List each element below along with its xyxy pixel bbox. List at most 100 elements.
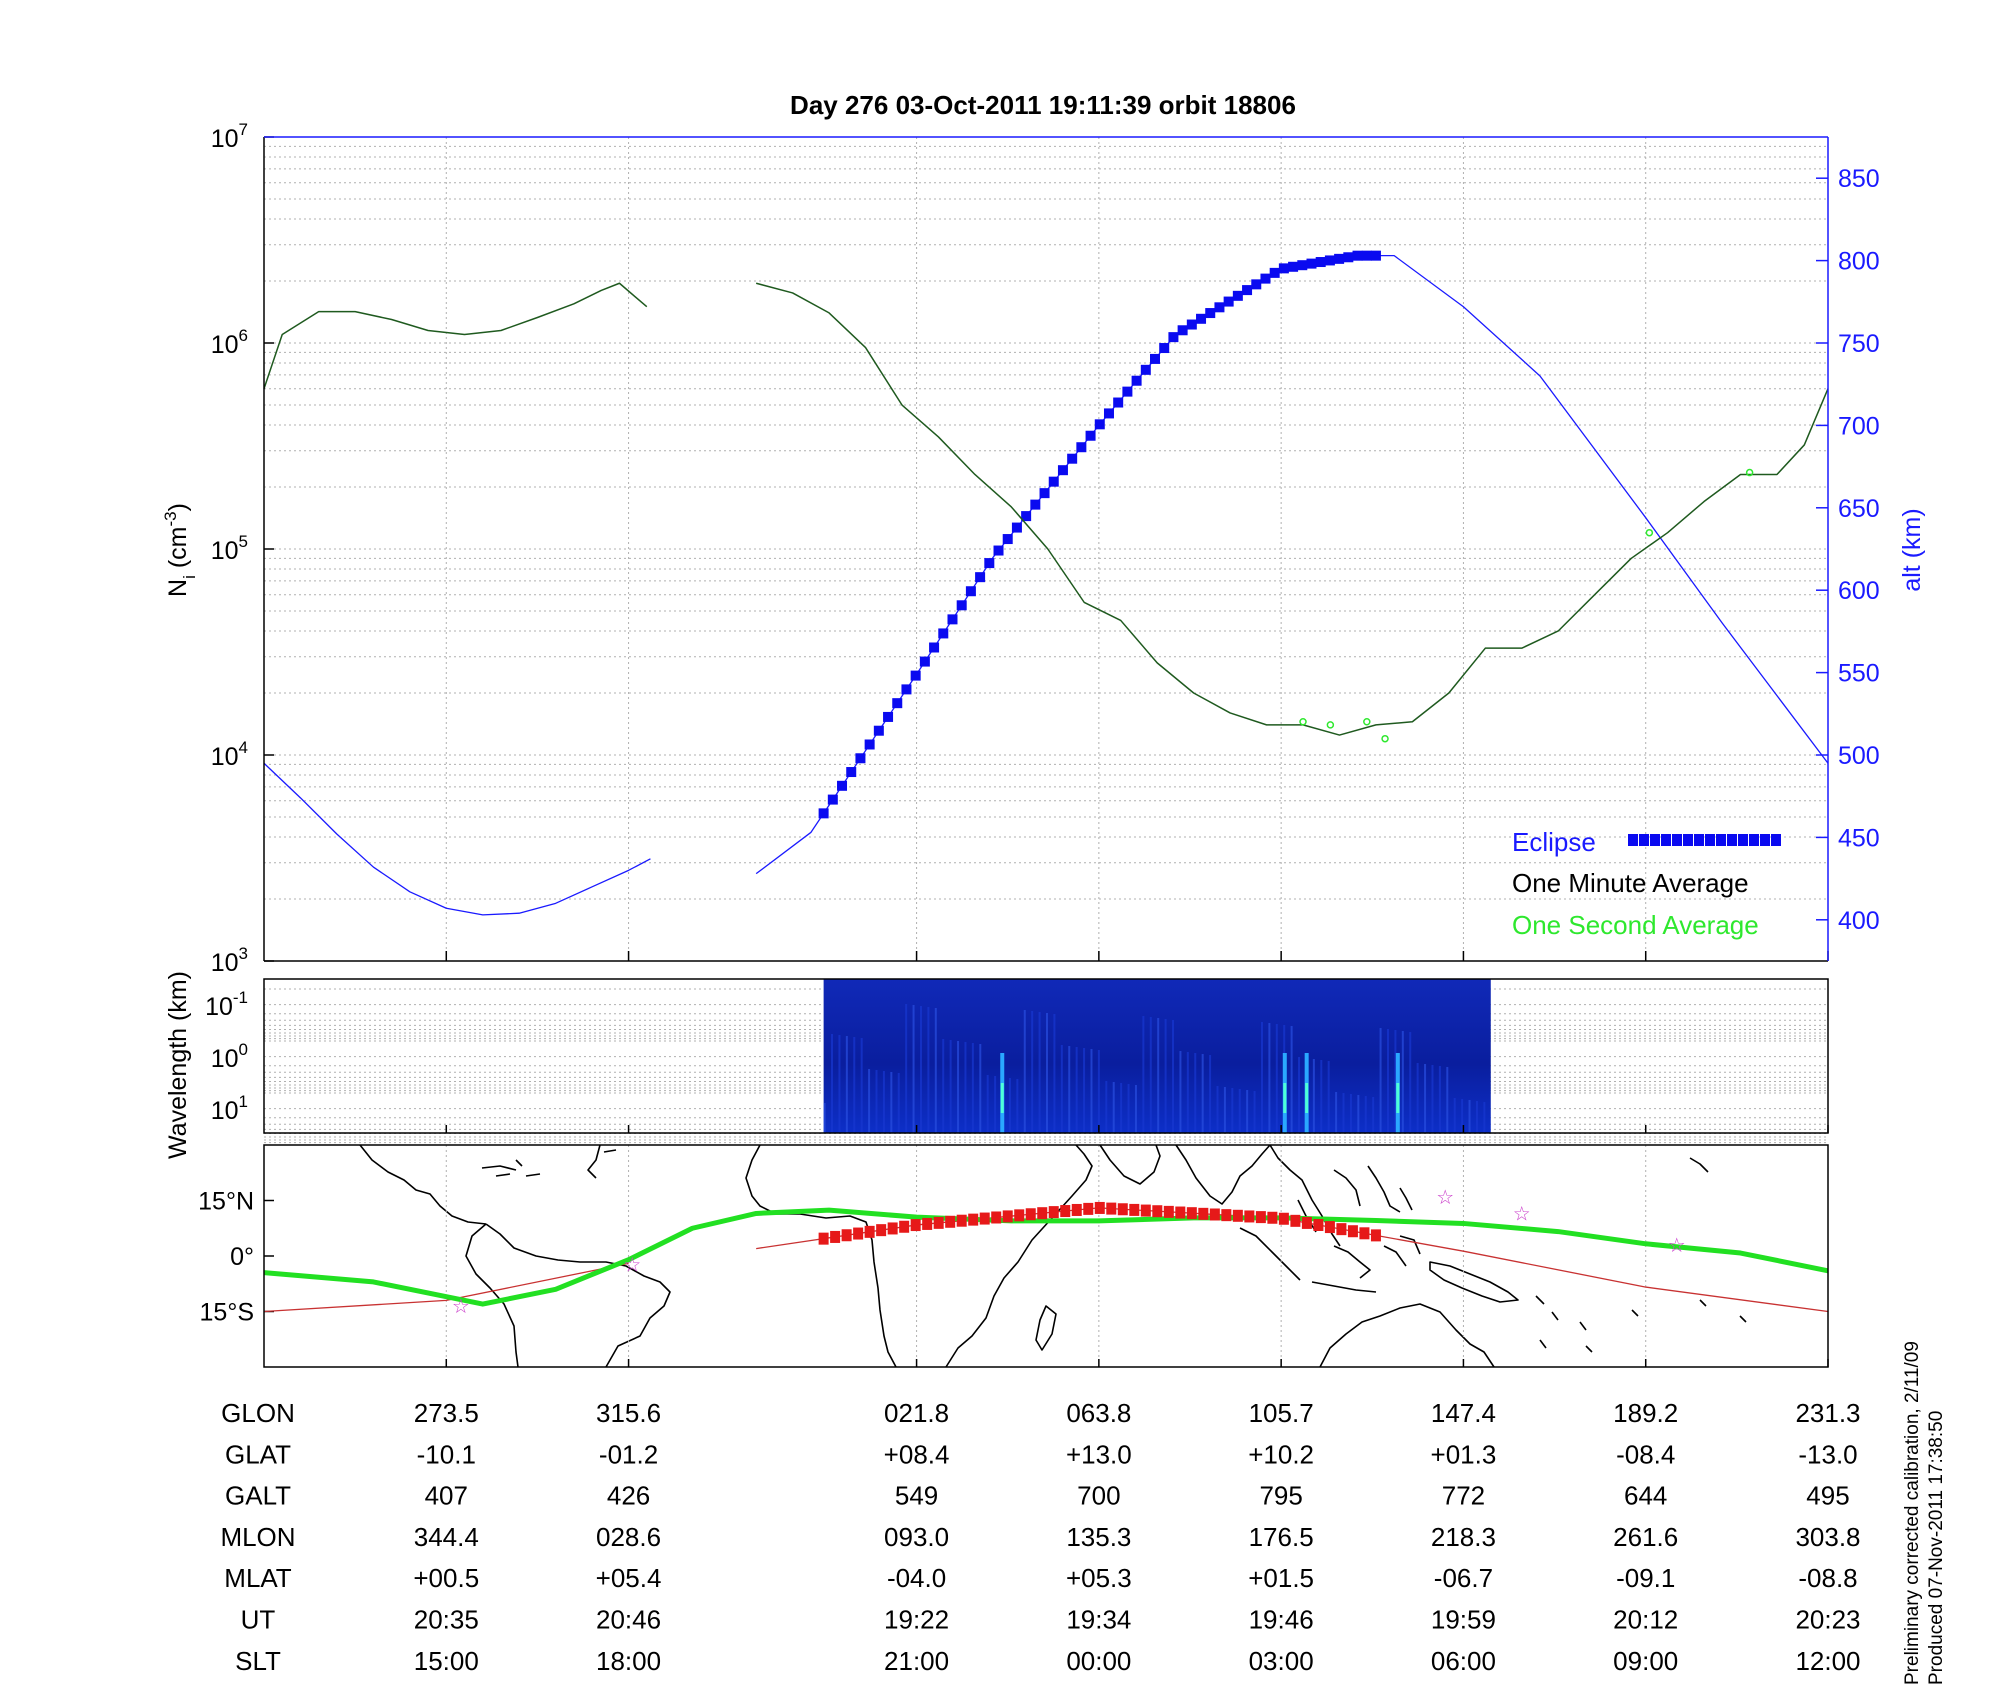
legend-eclipse-swatch-block <box>1738 834 1748 846</box>
eclipse-marker <box>846 767 857 778</box>
track-eclipse-marker <box>1313 1218 1324 1231</box>
track-eclipse-marker <box>1209 1208 1220 1221</box>
spectrogram-streak <box>1268 1023 1271 1133</box>
table-cell: 20:12 <box>1613 1605 1678 1635</box>
map-y-tick-label: 0° <box>230 1243 254 1271</box>
track-star-icon: ☆ <box>623 1255 641 1277</box>
table-cell: -06.7 <box>1434 1563 1493 1593</box>
spectrogram-streak <box>1120 1083 1123 1133</box>
spectrogram-y-tick-exp: -1 <box>233 988 248 1007</box>
track-eclipse-marker <box>1232 1209 1243 1222</box>
spectrogram-streak <box>1275 1024 1278 1133</box>
eclipse-marker <box>901 684 912 695</box>
spectrogram-streak <box>1172 1020 1175 1133</box>
legend-eclipse-swatch-block <box>1639 834 1649 846</box>
track-eclipse-marker <box>876 1224 887 1237</box>
altitude-tick-label: 850 <box>1838 165 1880 193</box>
coastline-africa <box>745 1144 1093 1368</box>
table-cell: 063.8 <box>1066 1398 1131 1428</box>
density-label-sub: i <box>180 575 199 579</box>
spectrogram-y-tick-base: 10 <box>211 1097 239 1125</box>
spectrogram-streak <box>1097 1050 1100 1133</box>
track-eclipse-marker <box>841 1229 852 1242</box>
spectrogram-streak <box>1149 1017 1152 1133</box>
spectrogram-streak <box>971 1043 974 1133</box>
one-minute-line <box>263 282 648 389</box>
eclipse-marker <box>1030 499 1041 510</box>
track-eclipse-marker <box>1060 1205 1071 1218</box>
eclipse-marker <box>1159 343 1170 354</box>
table-cell: +10.2 <box>1248 1439 1314 1469</box>
eclipse-marker <box>1196 313 1207 324</box>
density-label-close: ) <box>164 503 192 511</box>
spectrogram-streak <box>1468 1100 1471 1133</box>
track-eclipse-marker <box>1094 1201 1105 1214</box>
legend-eclipse-swatch-block <box>1760 834 1770 846</box>
density-y-tick-exp: 6 <box>239 326 248 345</box>
legend-eclipse-swatch-block <box>1650 834 1660 846</box>
track-eclipse-marker <box>1083 1202 1094 1215</box>
table-cell: 20:46 <box>596 1605 661 1635</box>
spectrogram-y-tick-base: 10 <box>205 993 233 1021</box>
density-y-tick-base: 10 <box>211 331 239 359</box>
table-cell: -01.2 <box>599 1439 658 1469</box>
table-cell: 00:00 <box>1066 1646 1131 1676</box>
eclipse-marker <box>1242 285 1253 296</box>
track-eclipse-marker <box>968 1213 979 1226</box>
eclipse-marker <box>1260 273 1271 284</box>
legend-eclipse-swatch-block <box>1672 834 1682 846</box>
track-star-icon: ☆ <box>1513 1203 1531 1225</box>
spectrogram-streak <box>942 1039 945 1133</box>
density-y-tick-exp: 3 <box>239 944 248 963</box>
spectrogram-streak <box>919 1006 922 1133</box>
legend-eclipse-swatch-block <box>1749 834 1759 846</box>
one-second-point <box>1299 718 1307 726</box>
track-eclipse-marker <box>1267 1211 1278 1224</box>
density-y-tick-exp: 7 <box>239 120 248 139</box>
spectrogram-streak <box>897 1073 900 1133</box>
spectrogram-streak <box>1364 1096 1367 1133</box>
spectrogram-streak <box>1008 1078 1011 1133</box>
track-eclipse-marker <box>864 1225 875 1238</box>
one-second-point <box>1745 468 1754 477</box>
spectrogram-streak <box>1446 1067 1449 1133</box>
coastline-caribbean-islands <box>481 1159 541 1177</box>
spectrogram-streak <box>1209 1055 1212 1133</box>
track-eclipse-marker <box>830 1230 841 1243</box>
orbit-info-table: GLON 273.5 315.6 021.8 063.8 105.7 147.4 189.2 2… <box>220 1398 1860 1676</box>
spectrogram-streak <box>1142 1016 1145 1133</box>
spectrogram-streak <box>1290 1026 1293 1133</box>
track-eclipse-marker <box>1048 1206 1059 1219</box>
eclipse-marker <box>1297 260 1308 271</box>
spectrogram-streak <box>1134 1085 1137 1133</box>
spectrogram-frame <box>263 978 1829 1134</box>
table-row-label: GALT <box>225 1481 291 1511</box>
spectrogram-streak <box>860 1038 863 1133</box>
spectrogram-streak <box>875 1070 878 1133</box>
track-eclipse-marker <box>818 1232 829 1245</box>
legend: Eclipse One Minute Average One Second Av… <box>1512 827 1781 940</box>
track-eclipse-marker <box>991 1211 1002 1224</box>
density-y-tick-exp: 5 <box>239 532 248 551</box>
eclipse-marker <box>1352 250 1363 261</box>
track-eclipse-marker <box>1336 1223 1347 1236</box>
table-cell: -08.4 <box>1616 1439 1675 1469</box>
legend-eclipse-swatch-block <box>1771 834 1781 846</box>
table-cell: 426 <box>607 1481 650 1511</box>
track-eclipse-marker <box>1255 1211 1266 1224</box>
spectrogram-streak <box>934 1008 937 1133</box>
spectrogram-streak <box>1438 1066 1441 1133</box>
density-y-tick-base: 10 <box>211 537 239 565</box>
table-cell: 189.2 <box>1613 1398 1678 1428</box>
table-cell: -09.1 <box>1616 1563 1675 1593</box>
table-cell: 147.4 <box>1431 1398 1496 1428</box>
track-eclipse-marker <box>1198 1207 1209 1220</box>
spectrogram-y-tick-exp: 1 <box>239 1092 248 1111</box>
eclipse-marker <box>827 794 838 805</box>
coastline-central-america <box>359 1144 487 1225</box>
chart-title: Day 276 03-Oct-2011 19:11:39 orbit 18806 <box>790 90 1296 120</box>
spectrogram-streak <box>1068 1046 1071 1133</box>
spectrogram-streak <box>831 1034 834 1133</box>
